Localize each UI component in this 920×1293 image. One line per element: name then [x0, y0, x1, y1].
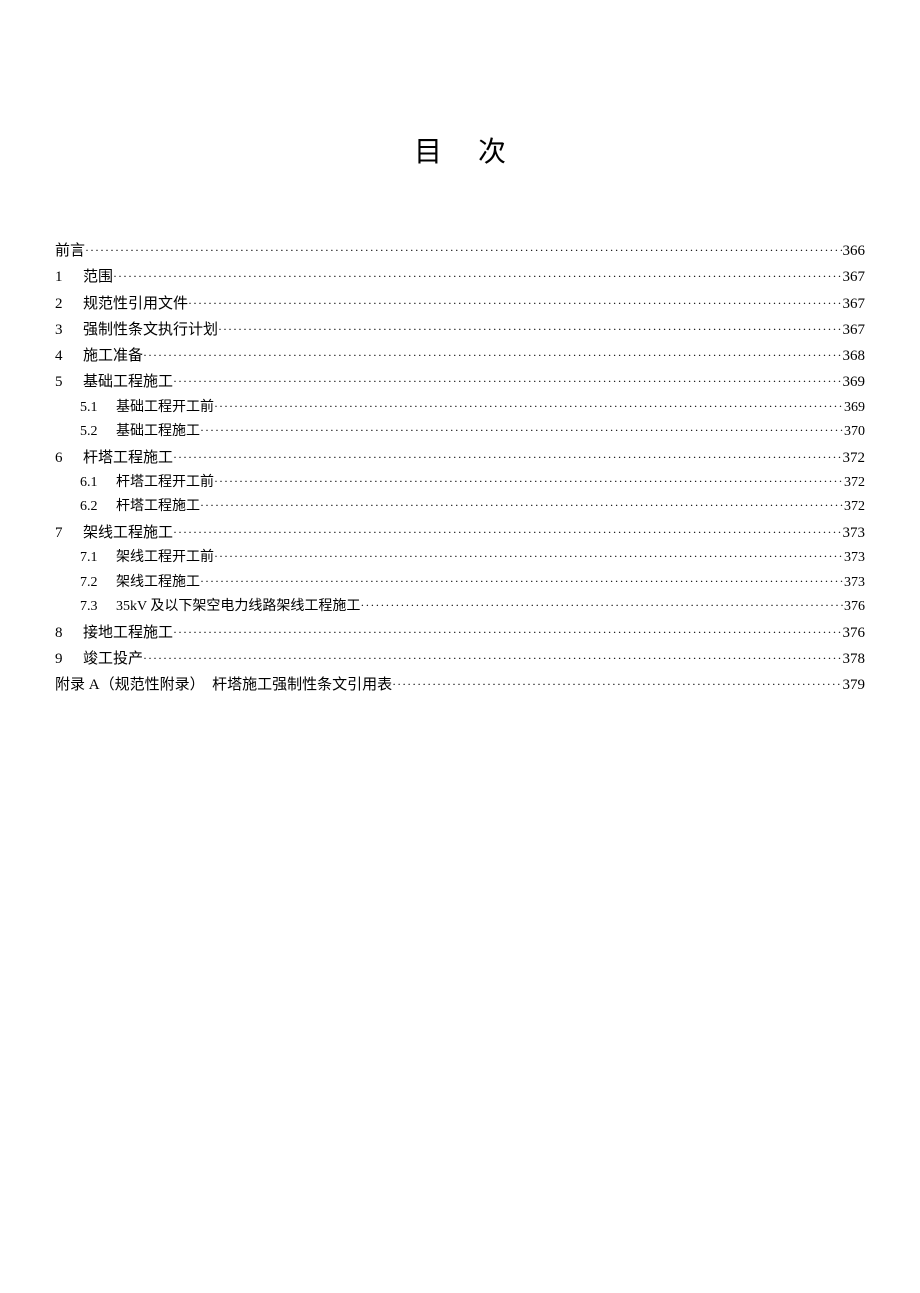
toc-leader-dots — [214, 396, 844, 417]
toc-leader-dots — [173, 622, 842, 643]
toc-entry-number: 4 — [55, 343, 73, 369]
toc-entry-page: 373 — [844, 546, 865, 571]
toc-entry: 8 接地工程施工 376 — [55, 620, 865, 646]
toc-entry-number: 1 — [55, 264, 73, 290]
toc-leader-dots — [85, 240, 842, 261]
toc-entry-page: 368 — [843, 343, 866, 369]
toc-entry: 7.3 35kV 及以下架空电力线路架线工程施工 376 — [55, 595, 865, 620]
toc-entry-label: 架线工程施工 — [83, 520, 173, 546]
toc-entry-label: 基础工程施工 — [116, 420, 200, 445]
toc-entry-number: 7.2 — [80, 571, 108, 596]
toc-entry: 6.1 杆塔工程开工前 372 — [55, 471, 865, 496]
toc-entry-number: 2 — [55, 291, 73, 317]
toc-entry: 4 施工准备 368 — [55, 343, 865, 369]
toc-entry-number: 7.1 — [80, 546, 108, 571]
toc-entry-number: 9 — [55, 646, 73, 672]
toc-entry: 1 范围 367 — [55, 264, 865, 290]
toc-entry-page: 372 — [843, 445, 866, 471]
toc-leader-dots — [392, 674, 842, 695]
page-container: 目次 前言 366 1 范围 367 2 规范性引用文件 367 3 强制性条文执行计划 367 4施… — [0, 0, 920, 698]
toc-entry: 附录 A（规范性附录） 杆塔施工强制性条文引用表 379 — [55, 672, 865, 698]
toc-entry-page: 367 — [843, 291, 866, 317]
toc-entry: 7.2 架线工程施工 373 — [55, 571, 865, 596]
toc-entry-number: 8 — [55, 620, 73, 646]
toc-entry-label: 35kV 及以下架空电力线路架线工程施工 — [116, 595, 360, 620]
toc-entry-number: 6 — [55, 445, 73, 471]
toc-entry: 5.2 基础工程施工 370 — [55, 420, 865, 445]
toc-leader-dots — [113, 266, 842, 287]
toc-entry-number: 5.1 — [80, 396, 108, 421]
toc-leader-dots — [214, 471, 844, 492]
toc-entry-number: 6.1 — [80, 471, 108, 496]
toc-entry-page: 376 — [844, 595, 865, 620]
toc-entry-label: 范围 — [83, 264, 113, 290]
toc-entry-number: 5 — [55, 369, 73, 395]
toc-entry-page: 372 — [844, 495, 865, 520]
toc-leader-dots — [143, 648, 842, 669]
toc-leader-dots — [200, 571, 844, 592]
toc-entry-label: 架线工程施工 — [116, 571, 200, 596]
toc-entry: 7.1 架线工程开工前 373 — [55, 546, 865, 571]
toc-entry-page: 369 — [843, 369, 866, 395]
toc-leader-dots — [173, 447, 842, 468]
toc-entry: 5.1 基础工程开工前 369 — [55, 396, 865, 421]
toc-entry-label: 架线工程开工前 — [116, 546, 214, 571]
toc-entry-label: 规范性引用文件 — [83, 291, 188, 317]
toc-entry-page: 367 — [843, 317, 866, 343]
toc-entry: 7 架线工程施工 373 — [55, 520, 865, 546]
toc-entry: 6 杆塔工程施工 372 — [55, 445, 865, 471]
toc-title: 目次 — [55, 130, 865, 170]
toc-entry-number: 5.2 — [80, 420, 108, 445]
toc-entry-label: 附录 A（规范性附录） 杆塔施工强制性条文引用表 — [55, 672, 392, 698]
toc-entry-page: 366 — [843, 238, 866, 264]
toc-entry-label: 杆塔工程开工前 — [116, 471, 214, 496]
toc-leader-dots — [214, 546, 844, 567]
toc-leader-dots — [218, 319, 842, 340]
toc-entry-page: 373 — [843, 520, 866, 546]
toc-leader-dots — [200, 495, 844, 516]
toc-leader-dots — [173, 522, 842, 543]
toc-entry: 9 竣工投产 378 — [55, 646, 865, 672]
toc-entry-page: 378 — [843, 646, 866, 672]
toc-entry: 2 规范性引用文件 367 — [55, 291, 865, 317]
toc-leader-dots — [143, 345, 842, 366]
toc-entry-page: 367 — [843, 264, 866, 290]
toc-leader-dots — [188, 293, 842, 314]
toc-entry-label: 基础工程开工前 — [116, 396, 214, 421]
toc-entry-label: 强制性条文执行计划 — [83, 317, 218, 343]
toc-leader-dots — [200, 420, 844, 441]
toc-entry: 3 强制性条文执行计划 367 — [55, 317, 865, 343]
toc-list: 前言 366 1 范围 367 2 规范性引用文件 367 3 强制性条文执行计划 367 4 施工准备… — [55, 238, 865, 698]
toc-leader-dots — [173, 371, 842, 392]
toc-entry-number: 3 — [55, 317, 73, 343]
toc-leader-dots — [360, 595, 844, 616]
toc-entry: 5 基础工程施工 369 — [55, 369, 865, 395]
toc-entry-label: 杆塔工程施工 — [116, 495, 200, 520]
toc-entry-label: 施工准备 — [83, 343, 143, 369]
toc-entry-label: 杆塔工程施工 — [83, 445, 173, 471]
toc-entry-label: 基础工程施工 — [83, 369, 173, 395]
toc-entry-label: 竣工投产 — [83, 646, 143, 672]
toc-entry: 前言 366 — [55, 238, 865, 264]
toc-entry-label: 前言 — [55, 238, 85, 264]
toc-entry-page: 369 — [844, 396, 865, 421]
toc-entry-number: 7 — [55, 520, 73, 546]
toc-entry-number: 7.3 — [80, 595, 108, 620]
toc-entry-label: 接地工程施工 — [83, 620, 173, 646]
toc-entry-page: 376 — [843, 620, 866, 646]
toc-entry: 6.2 杆塔工程施工 372 — [55, 495, 865, 520]
toc-entry-page: 373 — [844, 571, 865, 596]
toc-entry-number: 6.2 — [80, 495, 108, 520]
toc-entry-page: 372 — [844, 471, 865, 496]
toc-entry-page: 379 — [843, 672, 866, 698]
toc-entry-page: 370 — [844, 420, 865, 445]
